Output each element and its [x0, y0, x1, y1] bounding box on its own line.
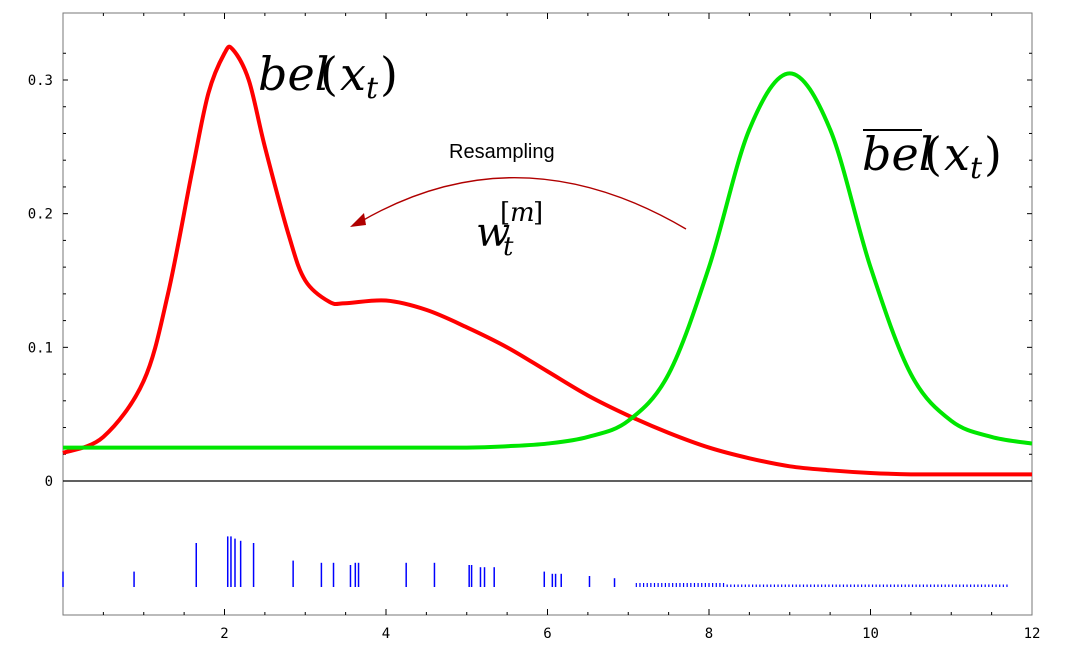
bel-label-x: x: [340, 47, 366, 101]
y-tick-label: 0: [45, 474, 53, 490]
bel-bar-label-paren-open: (: [924, 127, 942, 181]
resampling-label: Resampling: [449, 141, 555, 163]
bel-label: bel ( x t ): [258, 47, 398, 106]
series-layer: [62, 44, 1033, 477]
bel-label-paren-open: (: [320, 47, 338, 101]
bel-bar-curve: [63, 71, 1033, 450]
bel-bar-label-subscript: t: [970, 151, 983, 186]
y-tick-label: 0.3: [28, 73, 53, 89]
bel-bar-label-text: bel: [862, 127, 933, 181]
bel-curve: [62, 44, 1032, 477]
x-tick-label: 4: [382, 626, 390, 642]
y-axis: 0 0.1 0.2 0.3: [28, 52, 1032, 490]
weight-label-subscript: t: [503, 232, 514, 262]
x-tick-label: 2: [220, 626, 228, 642]
weight-label-superscript-m: m: [510, 198, 535, 228]
weight-label: w t [ m ]: [476, 198, 543, 262]
weight-label-superscript: [: [500, 198, 510, 228]
bel-label-text: bel: [258, 47, 329, 101]
bel-label-paren-close: ): [380, 47, 398, 101]
weight-label-text: w: [476, 210, 510, 256]
x-axis: 2 4 6 8 10 12: [102, 13, 1041, 642]
bel-label-subscript: t: [366, 71, 379, 106]
x-tick-label: 8: [705, 626, 713, 642]
y-tick-label: 0.1: [28, 340, 53, 356]
x-tick-label: 6: [543, 626, 551, 642]
bel-bar-label-paren-close: ): [984, 127, 1002, 181]
weight-label-superscript-close: ]: [533, 198, 543, 228]
resampling-arrowhead: [350, 213, 366, 227]
x-tick-label: 12: [1024, 626, 1041, 642]
resampling-arrow: [359, 176, 687, 230]
bel-bar-label-x: x: [944, 127, 970, 181]
y-tick-label: 0.2: [28, 207, 53, 223]
bel-bar-label: bel ( x t ): [862, 127, 1002, 186]
x-tick-label: 10: [862, 626, 879, 642]
particle-layer: [62, 536, 1008, 587]
